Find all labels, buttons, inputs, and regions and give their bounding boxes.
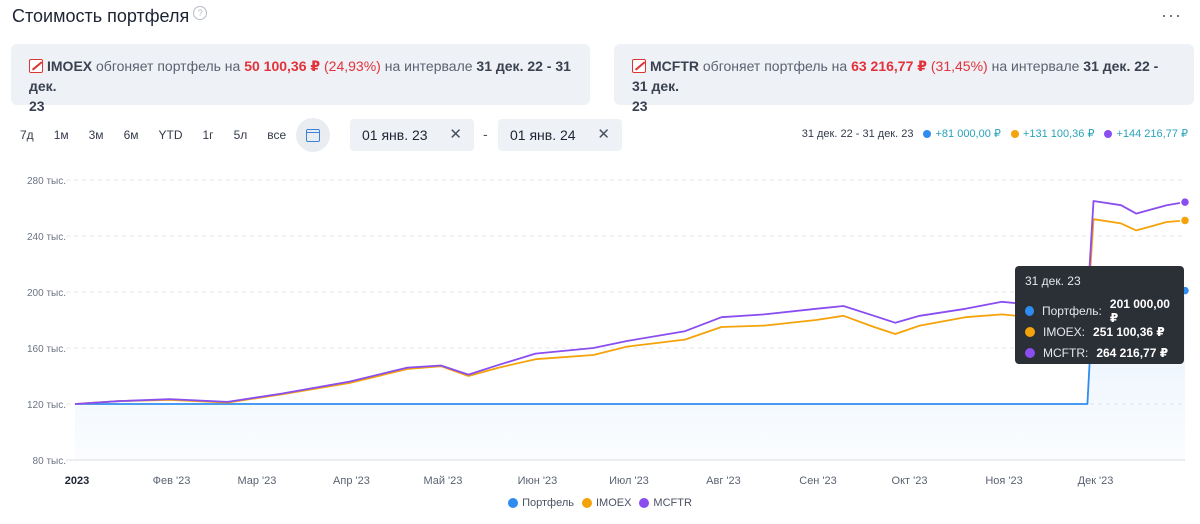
period-6m[interactable]: 6м [123,128,139,142]
x-tick-label: Апр '23 [333,475,370,487]
x-tick-label: Авг '23 [706,475,741,487]
more-options-icon[interactable]: ··· [1161,5,1182,25]
portfolio-chart[interactable]: 80 тыс. 120 тыс. 160 тыс. 200 тыс. 240 тыс. 2… [0,160,1200,494]
tooltip-row-mcftr: MCFTR: 264 216,77 ₽ [1025,342,1174,363]
summary-mcftr-change: +144 216,77 ₽ [1116,128,1188,140]
alert-range: 31 дек. 22 - 31 дек. [632,58,1159,94]
legend-label: IMOEX [595,497,632,509]
calendar-icon [306,128,321,142]
tooltip-value: 264 216,77 ₽ [1096,345,1169,360]
period-1y[interactable]: 1г [202,128,214,142]
imoex-dot [1025,326,1035,337]
portfolio-dot [1025,305,1034,316]
tooltip-value: 201 000,00 ₽ [1109,296,1170,325]
mcftr-dot [1025,347,1035,358]
x-tick-label: Окт '23 [892,475,928,487]
series-line-imoex [74,218,1186,405]
y-tick-label: 200 тыс. [27,288,66,299]
legend-dot [639,498,650,508]
x-tick-label: Сен '23 [799,475,837,487]
period-selector: 7д 1м 3м 6м YTD 1г 5л все [10,118,331,152]
alert-text: на интервале [991,58,1080,74]
x-tick-label: Ноя '23 [985,475,1022,487]
date-from-value: 01 янв. 23 [362,127,428,143]
y-tick-label: 160 тыс. [27,344,66,355]
series-end-point [1179,196,1191,208]
date-separator: - [483,126,488,142]
alert-range-end: 23 [29,98,45,114]
alert-amount: 63 216,77 ₽ [851,58,927,74]
mcftr-dot [1104,129,1113,138]
y-tick-label: 80 тыс. [33,456,66,467]
alert-percent: (31,45%) [930,58,988,74]
series-line-mcftr [74,200,1186,405]
summary-imoex-change: +131 100,36 ₽ [1022,128,1095,140]
summary-range: 31 дек. 22 - 31 дек. 23 [801,127,914,140]
imoex-dot [1010,129,1019,138]
legend-dot [581,498,592,508]
legend-label: Портфель [522,497,574,509]
calendar-button[interactable] [296,118,331,152]
alert-mcftr: MCFTR обгоняет портфель на 63 216,77 ₽ (… [614,44,1194,114]
series-end-point [1179,215,1191,226]
legend-label: MCFTR [653,497,692,509]
chart-tooltip: 31 дек. 23 Портфель: 201 000,00 ₽ IMOEX:… [1015,266,1184,364]
y-tick-label: 120 тыс. [27,400,66,411]
x-tick-label: Дек '23 [1078,475,1114,487]
change-summary: 31 дек. 22 - 31 дек. 23 +81 000,00 ₽ +13… [801,127,1188,141]
legend-dot [508,498,519,508]
alert-range: 31 дек. 22 - 31 дек. [29,58,571,94]
portfolio-area [75,290,1185,460]
period-all[interactable]: все [267,128,287,142]
alert-imoex: IMOEX обгоняет портфель на 50 100,36 ₽ (… [11,44,590,114]
alert-amount: 50 100,36 ₽ [244,58,321,74]
date-to-input[interactable]: 01 янв. 24 ✕ [498,119,622,151]
period-ytd[interactable]: YTD [158,128,183,142]
period-3m[interactable]: 3м [88,128,104,142]
tooltip-label: IMOEX: [1043,324,1086,339]
x-tick-label: Июл '23 [609,475,649,487]
tooltip-row-portfolio: Портфель: 201 000,00 ₽ [1025,297,1174,325]
chart-down-icon [29,59,43,73]
alert-index-name: MCFTR [650,58,699,74]
x-tick-label: Июн '23 [518,475,558,487]
tooltip-label: MCFTR: [1043,345,1089,360]
y-tick-label: 280 тыс. [27,176,66,187]
y-tick-label: 240 тыс. [27,232,66,243]
legend-item-portfolio[interactable]: Портфель [508,497,574,509]
clear-icon[interactable]: ✕ [597,126,610,143]
alert-text: обгоняет портфель на [96,58,241,74]
portfolio-dot [923,129,932,138]
x-tick-label: 2023 [65,475,89,487]
alert-range-end: 23 [632,98,648,114]
alert-text: на интервале [384,58,473,74]
legend-item-imoex[interactable]: IMOEX [581,497,632,509]
date-to-value: 01 янв. 24 [510,127,576,143]
alert-percent: (24,93%) [324,58,381,74]
tooltip-label: Портфель: [1041,303,1102,318]
chart-header: Стоимость портфеля ? [12,5,208,27]
chart-down-icon [632,59,646,73]
tooltip-row-imoex: IMOEX: 251 100,36 ₽ [1025,321,1174,342]
tooltip-date: 31 дек. 23 [1025,274,1081,288]
period-1m[interactable]: 1м [53,128,69,142]
x-tick-label: Мар '23 [237,475,276,487]
chart-legend: Портфель IMOEX MCFTR [0,497,1200,509]
x-tick-label: Фев '23 [153,475,191,487]
alert-index-name: IMOEX [47,58,93,74]
clear-icon[interactable]: ✕ [449,126,462,143]
date-from-input[interactable]: 01 янв. 23 ✕ [350,119,474,151]
page-title: Стоимость портфеля [12,6,190,26]
tooltip-value: 251 100,36 ₽ [1093,324,1165,339]
period-7d[interactable]: 7д [20,128,34,142]
legend-item-mcftr[interactable]: MCFTR [639,497,692,509]
period-5y[interactable]: 5л [233,128,248,142]
help-icon[interactable]: ? [193,5,208,20]
alert-text: обгоняет портфель на [702,58,848,74]
x-tick-label: Май '23 [423,475,462,487]
summary-portfolio-change: +81 000,00 ₽ [935,128,1001,140]
